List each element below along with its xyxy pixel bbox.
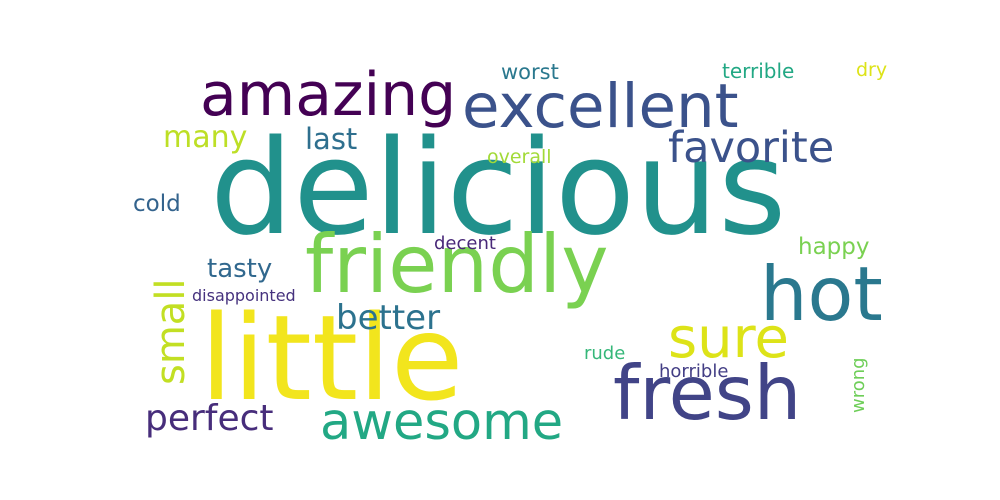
word-overall: overall bbox=[487, 146, 552, 168]
word-friendly: friendly bbox=[305, 218, 609, 311]
word-decent: decent bbox=[434, 233, 496, 254]
word-sure: sure bbox=[668, 306, 789, 371]
word-awesome: awesome bbox=[320, 393, 564, 452]
word-small: small bbox=[148, 278, 194, 385]
word-tasty: tasty bbox=[207, 254, 273, 284]
word-terrible: terrible bbox=[722, 59, 795, 83]
word-happy: happy bbox=[798, 234, 870, 260]
word-excellent: excellent bbox=[462, 71, 739, 142]
word-cold: cold bbox=[133, 191, 181, 217]
word-amazing: amazing bbox=[200, 60, 457, 130]
word-horrible: horrible bbox=[659, 361, 729, 382]
word-many: many bbox=[163, 120, 248, 155]
word-perfect: perfect bbox=[145, 398, 274, 439]
word-worst: worst bbox=[501, 60, 559, 84]
word-last: last bbox=[305, 122, 358, 156]
word-little: little bbox=[200, 289, 464, 427]
word-delicious: delicious bbox=[210, 111, 787, 264]
word-rude: rude bbox=[584, 343, 626, 364]
word-dry: dry bbox=[856, 59, 888, 81]
word-hot: hot bbox=[760, 250, 883, 338]
word-wrong: wrong bbox=[848, 357, 869, 413]
word-disappointed: disappointed bbox=[192, 286, 296, 305]
word-fresh: fresh bbox=[613, 349, 802, 437]
word-better: better bbox=[336, 298, 441, 338]
word-favorite: favorite bbox=[668, 123, 835, 173]
